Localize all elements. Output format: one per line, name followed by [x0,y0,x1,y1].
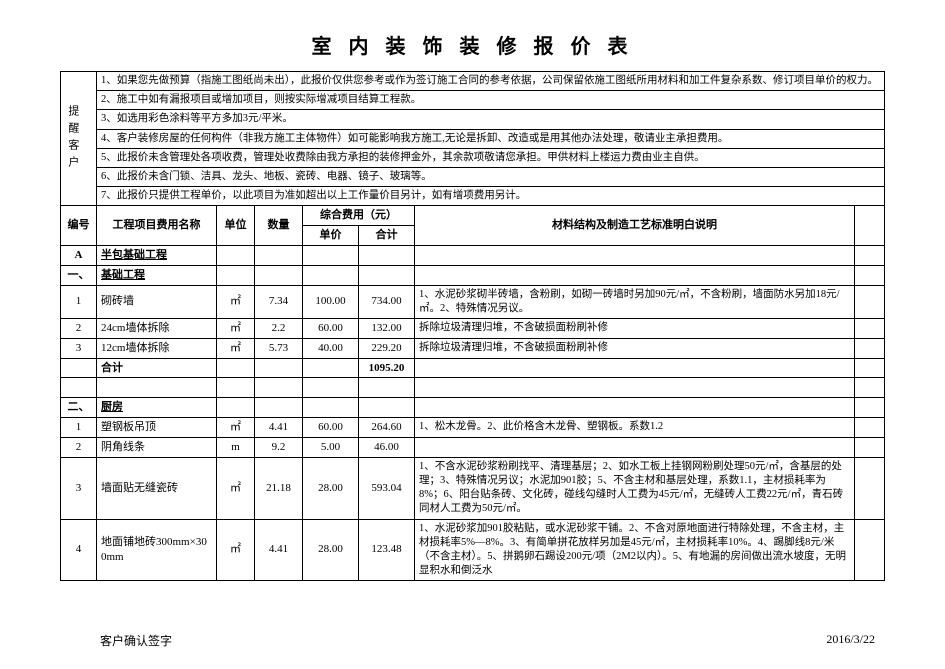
section-2-code: 二、 [61,398,97,418]
section-a-label: 半包基础工程 [97,245,217,265]
page-title: 室 内 装 饰 装 修 报 价 表 [60,30,885,59]
col-blank [854,206,884,246]
note-6: 6、此报价未含门锁、洁具、龙头、地板、瓷砖、电器、镜子、玻璃等。 [97,167,885,186]
note-2: 2、施工中如有漏报项目或增加项目，则按实际增减项目结算工程款。 [97,91,885,110]
col-unit: 单位 [217,206,255,246]
note-5: 5、此报价未含管理处各项收费，管理处收费除由我方承担的装修押金外，其余款项敬请您… [97,148,885,167]
notes-side-label: 提醒客户 [61,72,97,206]
col-name: 工程项目费用名称 [97,206,217,246]
col-qty: 数量 [255,206,303,246]
table-row: 1 塑钢板吊顶 ㎡ 4.41 60.00 264.60 1、松木龙骨。2、此价格… [61,418,885,438]
section-1-code: 一、 [61,265,97,285]
section-2-label: 厨房 [97,398,217,418]
note-4: 4、客户装修房屋的任何构件（非我方施工主体物件）如可能影响我方施工,无论是拆卸、… [97,129,885,148]
col-unitprice: 单价 [303,226,359,246]
section-1-label: 基础工程 [97,265,217,285]
note-3: 3、如选用彩色涂料等平方多加3元/平米。 [97,110,885,129]
table-row: 3 12cm墙体拆除 ㎡ 5.73 40.00 229.20 拆除垃圾清理归堆，… [61,338,885,358]
footer-date: 2016/3/22 [826,632,875,649]
table-row: 2 阴角线条 m 9.2 5.00 46.00 [61,437,885,457]
section-a-code: A [61,245,97,265]
signature-label: 客户确认签字 [100,632,172,649]
blank-row [61,378,885,398]
note-7: 7、此报价只提供工程单价，以此项目为准如超出以上工作量价目另计，如有增项费用另计… [97,187,885,206]
col-cost-group: 综合费用（元） [303,206,415,226]
table-row: 3 墙面贴无缝瓷砖 ㎡ 21.18 28.00 593.04 1、不含水泥砂浆粉… [61,457,885,519]
table-row: 4 地面铺地砖300mm×300mm ㎡ 4.41 28.00 123.48 1… [61,519,885,581]
table-row: 1 砌砖墙 ㎡ 7.34 100.00 734.00 1、水泥砂浆砌半砖墙，含粉… [61,285,885,318]
quote-table: 提醒客户 1、如果您先做预算（指施工图纸尚未出），此报价仅供您参考或作为签订施工… [60,71,885,581]
note-1: 1、如果您先做预算（指施工图纸尚未出），此报价仅供您参考或作为签订施工合同的参考… [97,72,885,91]
col-desc: 材料结构及制造工艺标准明白说明 [415,206,855,246]
col-no: 编号 [61,206,97,246]
subtotal-row: 合计 1095.20 [61,358,885,378]
col-total: 合计 [359,226,415,246]
table-row: 2 24cm墙体拆除 ㎡ 2.2 60.00 132.00 拆除垃圾清理归堆，不… [61,318,885,338]
